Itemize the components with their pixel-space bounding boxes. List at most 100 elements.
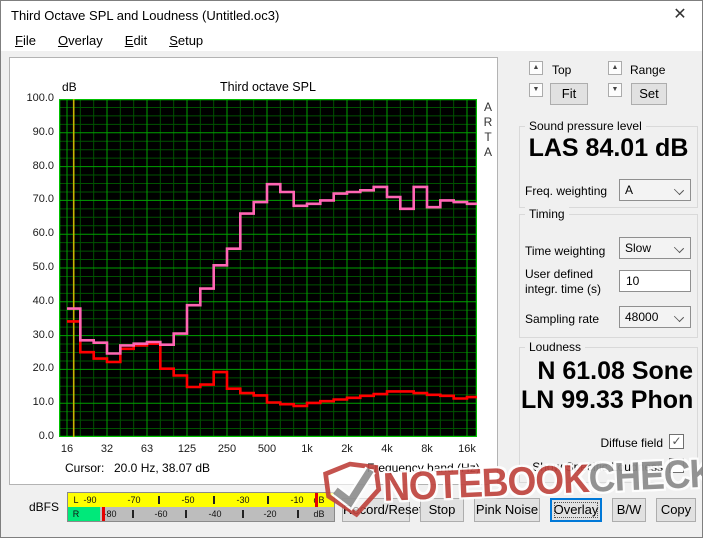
loudness-sone-value: N 61.08 Sone [537,357,693,385]
meter-scale-label: dB [313,494,325,505]
chevron-down-icon [673,242,685,254]
arta-logo-letter: T [484,130,492,144]
close-icon[interactable]: ✕ [673,6,687,23]
meter-scale-label: -60 [154,508,168,519]
arta-logo-letter: A [483,145,492,159]
fit-button[interactable]: Fit [550,83,588,105]
x-tick-label: 16 [60,443,74,455]
chevron-down-icon [673,184,685,196]
meter-scale-label: -30 [236,494,250,505]
loudness-groupbox [519,347,698,483]
x-tick-label: 63 [140,443,154,455]
x-tick-label: 2k [341,443,353,455]
freq-weighting-value: A [625,183,634,197]
button-label: Record/Reset [343,502,423,517]
top-spin-down-button[interactable]: ▼ [529,83,543,97]
dbfs-label: dBFS [29,500,60,514]
integr-time-label-line1: User defined [525,267,594,281]
stop-button[interactable]: Stop [420,498,464,522]
x-axis-title: Frequency band (Hz) [367,461,480,475]
range-spin-down-button[interactable]: ▼ [608,83,622,97]
y-tick-label: 20.0 [32,362,54,375]
time-weighting-select[interactable]: Slow [619,237,691,259]
integr-time-input[interactable]: 10 [619,270,691,292]
y-tick-label: 40.0 [32,294,54,307]
range-label: Range [630,63,666,77]
button-label: Overlay [552,500,600,520]
chevron-down-icon [673,311,685,323]
spl-plot-area[interactable] [59,99,477,437]
meter-tick [185,510,187,518]
spl-group-title: Sound pressure level [525,119,646,133]
y-tick-label: 0.0 [38,430,54,442]
y-tick-label: 100.0 [26,92,54,104]
show-specific-loudness-checkbox[interactable] [669,458,684,473]
button-label: B/W [616,502,642,517]
x-tick-label: 500 [257,443,277,455]
menu-bar: File Overlay Edit Setup [1,29,702,51]
chart-title: Third octave SPL [220,80,316,94]
y-tick-label: 50.0 [32,261,54,273]
x-tick-label: 250 [217,443,237,455]
meter-tick [267,496,269,504]
record-reset-button[interactable]: Record/Reset [342,498,422,522]
freq-weighting-select[interactable]: A [619,179,691,201]
cursor-readout-label: Cursor: [65,461,105,475]
meter-scale-label: R [72,508,80,519]
meter-scale-label: -80 [103,508,117,519]
meter-scale-label: -90 [83,494,97,505]
meter-scale-label: -40 [208,508,222,519]
arta-logo-letter: R [483,115,493,129]
button-label: Pink Noise [475,502,539,517]
y-axis-unit-label: dB [62,80,77,94]
x-tick-label: 125 [177,443,197,455]
meter-tick [158,496,160,504]
chart-panel: dB Third octave SPL 100.0 90.0 80.0 70.0 60.… [9,57,498,485]
meter-row-right: R -80 -60 -40 -20 dB [68,507,334,521]
copy-button[interactable]: Copy [656,498,696,522]
freq-weighting-label: Freq. weighting [525,184,608,198]
button-label: Copy [660,502,692,517]
diffuse-field-label: Diffuse field [600,436,663,450]
series-pink [67,182,477,355]
show-specific-loudness-label: Show Specific Loudness [532,460,663,474]
meter-peak-indicator [102,507,105,521]
diffuse-field-checkbox[interactable]: ✓ [669,434,684,449]
meter-row-left: L -90 -70 -50 -30 -10 dB [68,493,334,507]
menu-item-edit[interactable]: Edit [124,32,148,48]
cursor-readout-value: 20.0 Hz, 38.07 dB [114,461,211,475]
x-tick-label: 32 [100,443,114,455]
top-label: Top [552,63,572,77]
y-tick-label: 80.0 [32,159,54,172]
loudness-group-title: Loudness [525,340,586,354]
timing-groupbox [519,214,698,338]
arta-logo-letter: A [483,100,492,114]
menu-item-file[interactable]: File [15,32,36,48]
range-spin-up-button[interactable]: ▲ [608,61,622,75]
meter-scale-label: -10 [290,494,304,505]
meter-tick [297,510,299,518]
set-button[interactable]: Set [631,83,667,105]
x-tick-label: 4k [381,443,393,455]
menu-item-setup[interactable]: Setup [169,32,204,48]
level-meter: L -90 -70 -50 -30 -10 dB R -80 -60 -40 -20 dB [67,492,335,522]
y-tick-label: 70.0 [32,193,54,206]
x-tick-label: 8k [421,443,433,455]
sampling-rate-select[interactable]: 48000 [619,306,691,328]
menu-item-overlay[interactable]: Overlay [57,32,103,48]
button-label: Stop [428,502,456,517]
time-weighting-value: Slow [625,241,652,255]
meter-scale-label: L [73,494,79,505]
meter-tick [242,510,244,518]
meter-scale-label: -20 [263,508,277,519]
meter-green-segment [68,507,100,521]
overlay-button[interactable]: Overlay [550,498,602,522]
meter-scale-label: -70 [127,494,141,505]
y-tick-label: 10.0 [32,396,54,409]
meter-peak-indicator [315,493,318,507]
x-tick-label: 1k [301,443,313,455]
sampling-rate-label: Sampling rate [525,312,600,326]
top-spin-up-button[interactable]: ▲ [529,61,543,75]
b-w-button[interactable]: B/W [612,498,646,522]
pink-noise-button[interactable]: Pink Noise [474,498,540,522]
